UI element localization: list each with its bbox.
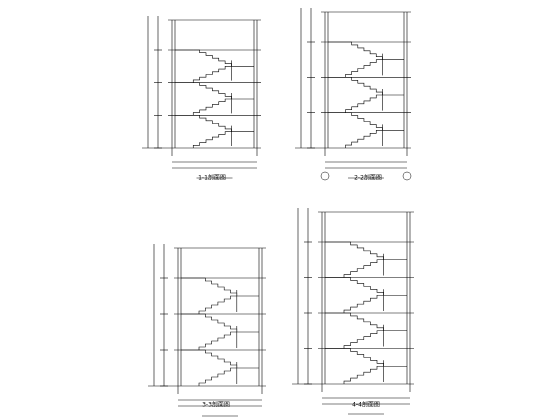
stair-run xyxy=(193,115,232,132)
caption: 4-4剖面图 xyxy=(352,401,380,409)
stair-run xyxy=(193,82,232,99)
stair-run xyxy=(199,277,238,296)
stair-run xyxy=(344,348,384,367)
grid-axis xyxy=(320,171,330,181)
stair-run xyxy=(344,312,384,331)
stair-run xyxy=(192,66,232,83)
stair-run xyxy=(198,367,237,386)
stair-run xyxy=(345,77,383,95)
stair-run xyxy=(345,94,383,113)
caption: 2-2剖面图 xyxy=(354,174,382,182)
stair-run xyxy=(198,295,237,314)
stair-run xyxy=(345,59,383,78)
stair-run xyxy=(343,330,384,349)
stair-run xyxy=(345,130,383,148)
caption: 3-3剖面图 xyxy=(202,401,230,409)
stair-run xyxy=(343,365,384,384)
stair-run xyxy=(343,259,384,278)
stair-run xyxy=(198,331,237,350)
caption: 1-1剖面图 xyxy=(198,174,226,182)
stair-run xyxy=(345,112,383,131)
stair-run xyxy=(344,277,384,296)
stair-run xyxy=(193,49,232,67)
stair-run xyxy=(344,241,384,260)
stair-run xyxy=(192,131,232,148)
stair-run xyxy=(345,41,383,60)
stair-run xyxy=(343,294,384,313)
stair-run xyxy=(199,349,238,368)
stair-run xyxy=(199,313,238,332)
stair-run xyxy=(192,98,232,116)
grid-axis xyxy=(402,171,412,181)
